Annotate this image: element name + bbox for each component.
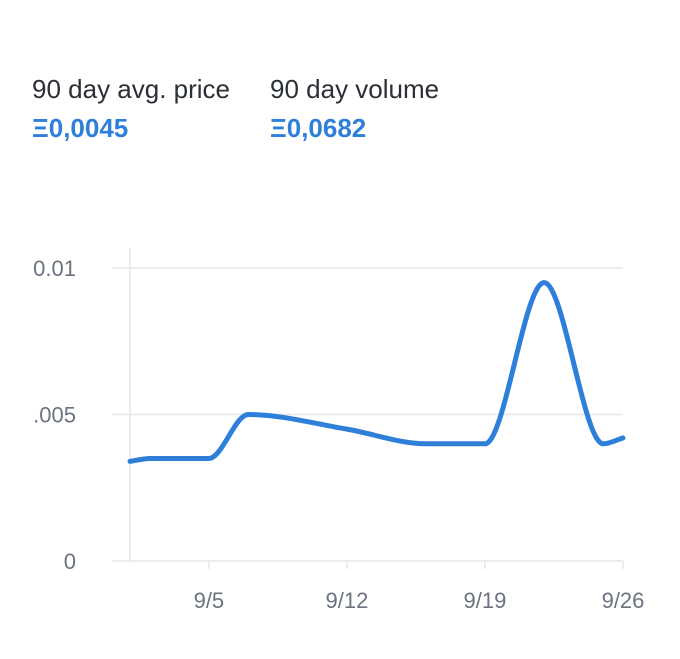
y-tick-label: 0.01 [33,256,76,281]
volume-stat: 90 day volume Ξ0,0682 [270,72,439,146]
volume-value: Ξ0,0682 [270,113,367,143]
data-point [423,441,428,446]
x-tick-label: 9/12 [326,588,369,613]
x-tick-label: 9/19 [464,588,507,613]
data-point [206,456,211,461]
x-tick-label: 9/5 [194,588,225,613]
data-point [344,427,349,432]
data-point [601,441,606,446]
data-point [246,412,251,417]
stats-row: 90 day avg. price Ξ0,0045 90 day volume … [32,72,439,146]
volume-label: 90 day volume [270,74,440,104]
avg-price-stat: 90 day avg. price Ξ0,0045 [32,72,230,146]
data-point [482,441,487,446]
y-tick-label: 0 [64,549,76,574]
data-point [542,280,547,285]
avg-price-value: Ξ0,0045 [32,113,129,143]
x-tick-label: 9/26 [602,588,645,613]
avg-price-label: 90 day avg. price [32,74,231,104]
data-point [147,456,152,461]
price-series-line [127,280,626,464]
data-point [128,459,133,464]
y-tick-label: .005 [33,403,76,428]
data-point [621,435,626,440]
